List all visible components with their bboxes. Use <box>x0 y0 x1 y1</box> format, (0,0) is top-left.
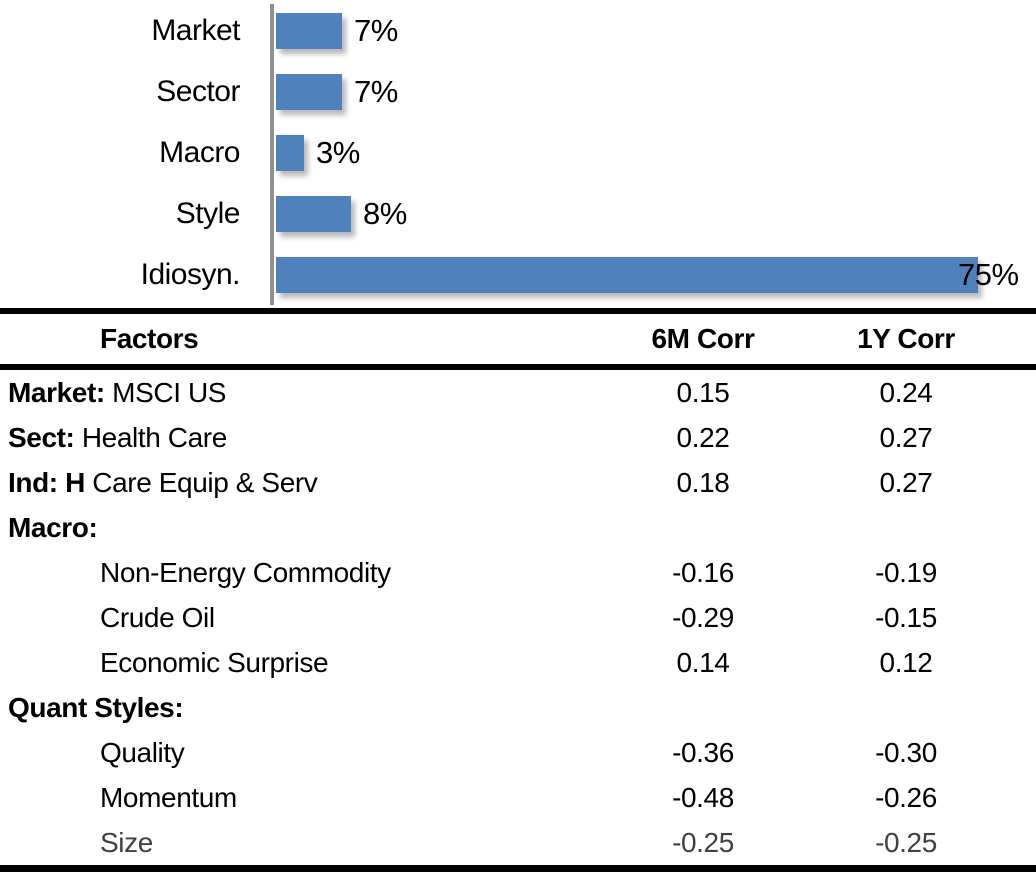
table-row-quality: Quality -0.36 -0.30 <box>0 730 1036 775</box>
header-1y-corr: 1Y Corr <box>857 323 955 354</box>
factor-bold-text: Quant Styles: <box>8 691 184 723</box>
chart-row-style: Style 8% <box>0 183 1036 244</box>
factor-cell: Quality <box>0 737 630 769</box>
factor-text: Economic Surprise <box>100 646 329 678</box>
corr-6m-cell: 0.18 <box>676 466 730 498</box>
factor-cell: Non-Energy Commodity <box>0 557 630 589</box>
factor-text: Health Care <box>74 421 227 453</box>
bar-area: 7% <box>276 61 398 122</box>
factor-bold-text: Macro: <box>8 511 98 543</box>
factor-text: Size <box>100 826 153 858</box>
table-row-industry: Ind: H Care Equip & Serv 0.18 0.27 <box>0 460 1036 505</box>
category-label: Market <box>151 13 240 47</box>
corr-1y-cell: -0.19 <box>875 556 937 588</box>
corr-1y-cell: -0.30 <box>875 736 937 768</box>
corr-6m-cell: -0.29 <box>672 601 734 633</box>
bar-value-label: 7% <box>354 12 398 48</box>
corr-1y-cell: -0.15 <box>875 601 937 633</box>
chart-row-macro: Macro 3% <box>0 122 1036 183</box>
table-row-quant-styles-header: Quant Styles: <box>0 685 1036 730</box>
factor-bold-text: Market: <box>8 376 105 408</box>
corr-1y-cell: -0.25 <box>875 826 937 858</box>
factor-cell: Sect: Health Care <box>0 422 630 454</box>
factor-cell: Crude Oil <box>0 602 630 634</box>
factor-text: Non-Energy Commodity <box>100 556 391 588</box>
table-row-crude-oil: Crude Oil -0.29 -0.15 <box>0 595 1036 640</box>
factor-correlation-table: Factors 6M Corr 1Y Corr Market: MSCI US … <box>0 308 1036 872</box>
table-row-non-energy-commodity: Non-Energy Commodity -0.16 -0.19 <box>0 550 1036 595</box>
risk-decomposition-bar-chart: Market 7% Sector 7% Macro 3% Style <box>0 0 1036 305</box>
bar-idiosyncratic <box>276 256 978 293</box>
table-row-momentum: Momentum -0.48 -0.26 <box>0 775 1036 820</box>
corr-6m-cell: -0.25 <box>672 826 734 858</box>
corr-1y-cell: -0.26 <box>875 781 937 813</box>
factor-cell: Economic Surprise <box>0 647 630 679</box>
factor-text: Crude Oil <box>100 601 215 633</box>
corr-1y-cell: 0.24 <box>879 376 933 408</box>
factor-cell: Ind: H Care Equip & Serv <box>0 467 630 499</box>
corr-6m-cell: 0.15 <box>676 376 730 408</box>
factor-cell: Market: MSCI US <box>0 377 630 409</box>
bar-value-label: 75% <box>958 256 1019 292</box>
corr-6m-cell: -0.48 <box>672 781 734 813</box>
bar-area: 3% <box>276 122 360 183</box>
header-6m-corr: 6M Corr <box>651 323 755 354</box>
category-label: Sector <box>156 74 240 108</box>
bar-area: 7% <box>276 0 398 61</box>
table-header-row: Factors 6M Corr 1Y Corr <box>0 314 1036 370</box>
chart-row-market: Market 7% <box>0 0 1036 61</box>
corr-6m-cell: -0.36 <box>672 736 734 768</box>
table-row-size: Size -0.25 -0.25 <box>0 820 1036 865</box>
bar-sector <box>276 73 342 110</box>
bar-value-label: 8% <box>363 195 407 231</box>
table-row-macro-header: Macro: <box>0 505 1036 550</box>
category-label: Macro <box>159 135 240 169</box>
bar-area: 8% <box>276 183 407 244</box>
corr-6m-cell: 0.22 <box>676 421 730 453</box>
factor-cell: Macro: <box>0 512 630 544</box>
factor-bold-text: Ind: H <box>8 466 85 498</box>
factor-cell: Size <box>0 827 630 859</box>
corr-1y-cell: 0.27 <box>879 421 933 453</box>
header-factors: Factors <box>100 323 199 354</box>
factor-text: Momentum <box>100 781 237 813</box>
bar-value-label: 3% <box>316 134 360 170</box>
factor-cell: Quant Styles: <box>0 692 630 724</box>
chart-row-idiosyncratic: Idiosyn. 75% <box>0 244 1036 305</box>
corr-1y-cell: 0.27 <box>879 466 933 498</box>
category-label: Idiosyn. <box>140 257 241 291</box>
y-axis-line <box>270 4 274 305</box>
corr-1y-cell: 0.12 <box>879 646 933 678</box>
chart-row-sector: Sector 7% <box>0 61 1036 122</box>
factor-text: Quality <box>100 736 185 768</box>
corr-6m-cell: -0.16 <box>672 556 734 588</box>
factor-text: MSCI US <box>104 376 227 408</box>
category-label: Style <box>175 196 241 230</box>
corr-6m-cell: 0.14 <box>676 646 730 678</box>
bar-area: 75% <box>276 244 1019 305</box>
factor-cell: Momentum <box>0 782 630 814</box>
bar-value-label: 7% <box>354 73 398 109</box>
bar-style <box>276 195 351 232</box>
bar-market <box>276 12 342 49</box>
factor-text: Care Equip & Serv <box>84 466 318 498</box>
table-row-market: Market: MSCI US 0.15 0.24 <box>0 370 1036 415</box>
factor-bold-text: Sect: <box>8 421 75 453</box>
bar-macro <box>276 134 304 171</box>
table-row-economic-surprise: Economic Surprise 0.14 0.12 <box>0 640 1036 685</box>
table-row-sector: Sect: Health Care 0.22 0.27 <box>0 415 1036 460</box>
